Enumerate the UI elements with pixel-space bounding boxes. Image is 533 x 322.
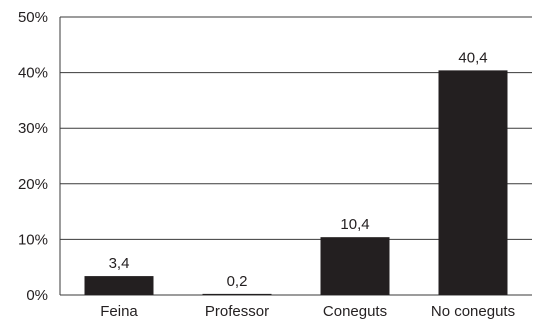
bar	[320, 237, 390, 295]
data-label: 3,4	[109, 255, 130, 272]
y-tick-label: 10%	[18, 231, 48, 248]
data-labels: 3,4 0,2 10,4 40,4	[109, 49, 488, 290]
category-labels: Feina Professor Coneguts No coneguts	[100, 303, 515, 320]
bar	[438, 70, 508, 295]
bar	[202, 293, 272, 295]
y-tick-label: 50%	[18, 9, 48, 26]
data-label: 0,2	[227, 273, 248, 290]
bars	[84, 70, 508, 295]
category-label: Feina	[100, 303, 138, 320]
category-label: Coneguts	[323, 303, 387, 320]
y-tick-label: 40%	[18, 65, 48, 82]
data-label: 10,4	[340, 216, 369, 233]
bar	[84, 276, 154, 295]
data-label: 40,4	[458, 49, 487, 66]
category-label: Professor	[205, 303, 269, 320]
y-axis-tick-labels: 0% 10% 20% 30% 40% 50%	[18, 9, 48, 304]
y-tick-label: 20%	[18, 176, 48, 193]
category-label: No coneguts	[431, 303, 515, 320]
y-tick-label: 30%	[18, 120, 48, 137]
y-tick-label: 0%	[26, 287, 48, 304]
